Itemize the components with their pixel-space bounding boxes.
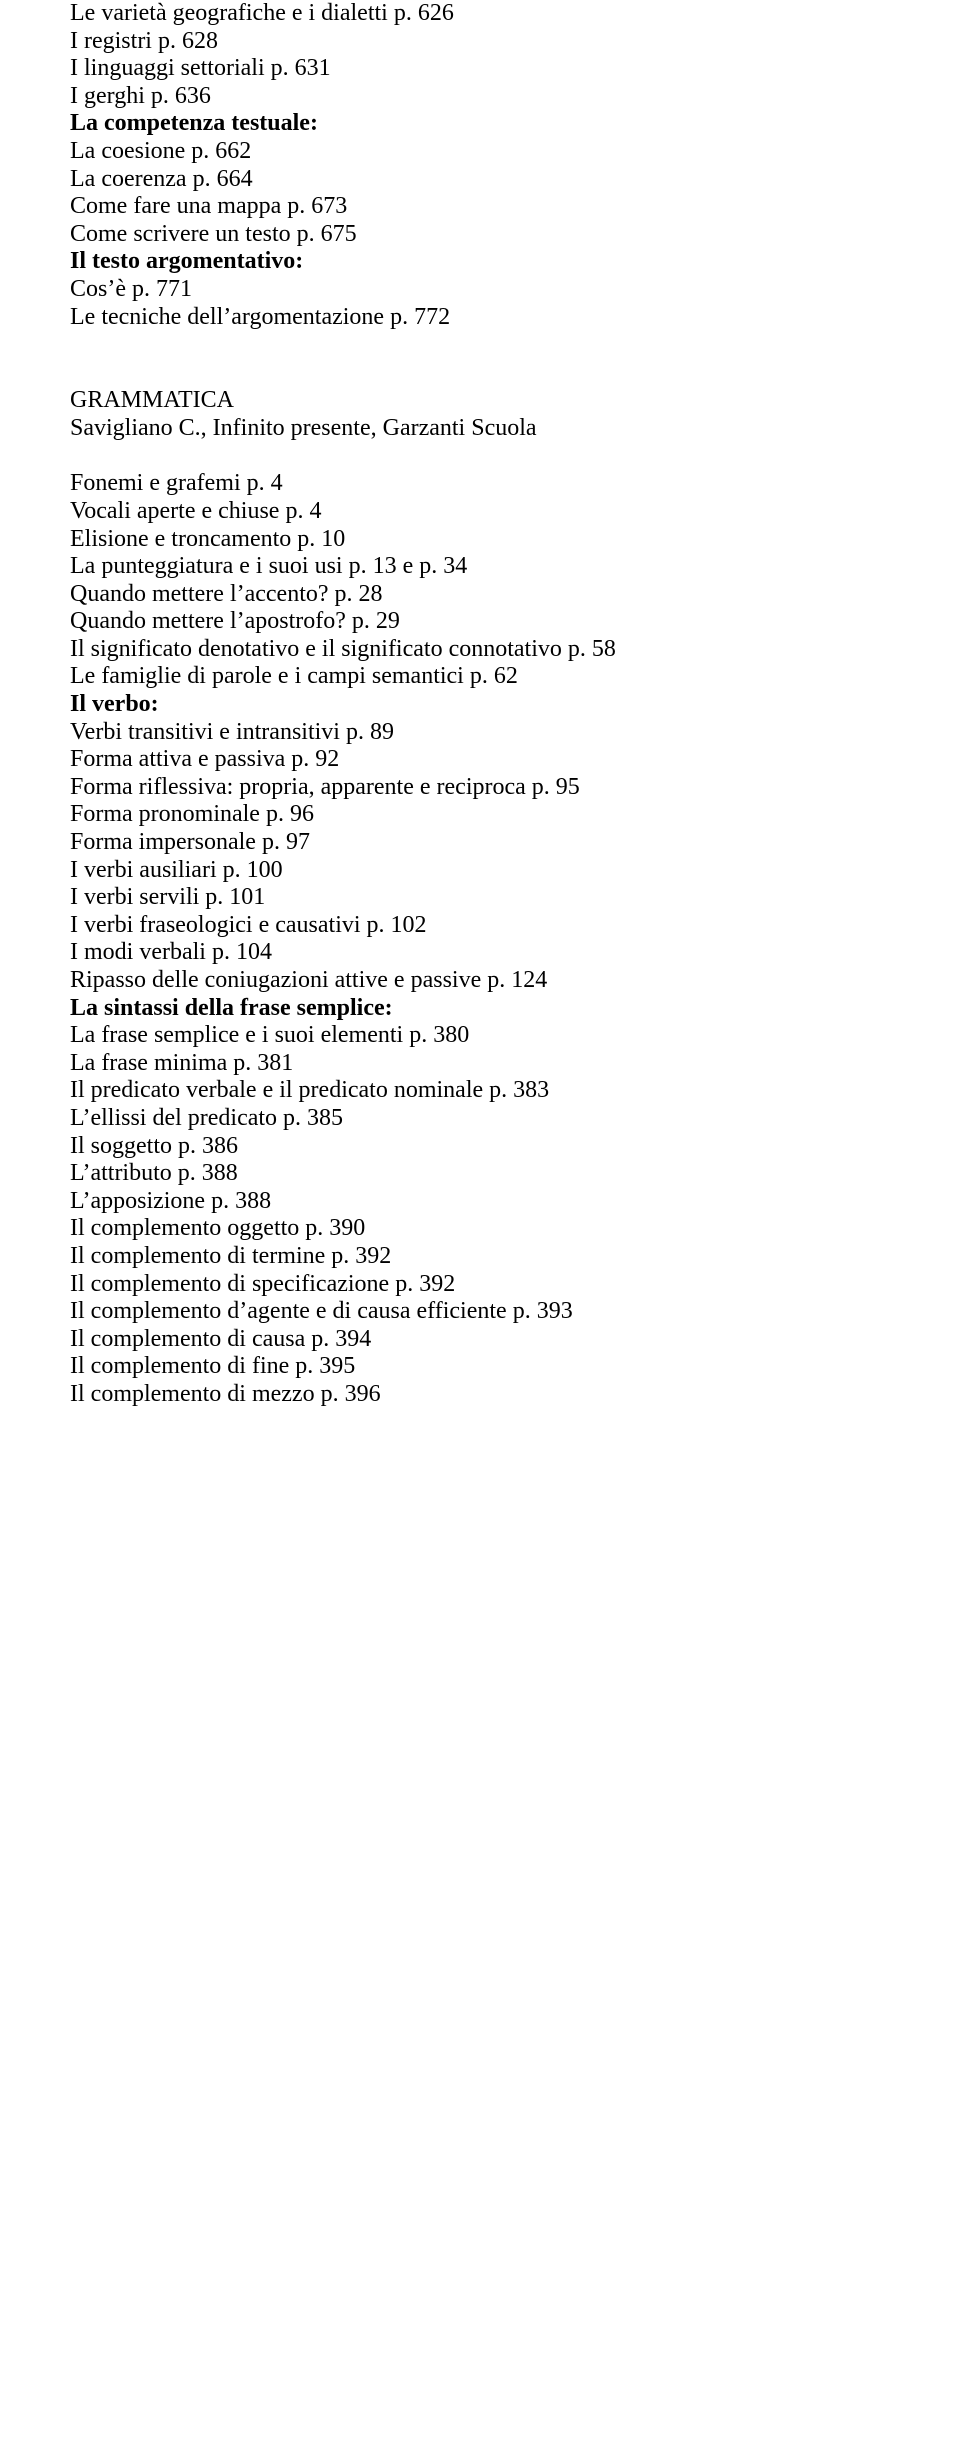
toc-line: I verbi ausiliari p. 100 xyxy=(70,857,890,885)
toc-line: Il complemento oggetto p. 390 xyxy=(70,1215,890,1243)
blank-line xyxy=(70,359,890,387)
toc-line: Il complemento d’agente e di causa effic… xyxy=(70,1298,890,1326)
toc-line: Le tecniche dell’argomentazione p. 772 xyxy=(70,304,890,332)
blank-line xyxy=(70,331,890,359)
toc-line: GRAMMATICA xyxy=(70,387,890,415)
toc-line: Quando mettere l’accento? p. 28 xyxy=(70,581,890,609)
toc-line: I verbi fraseologici e causativi p. 102 xyxy=(70,912,890,940)
toc-line: Savigliano C., Infinito presente, Garzan… xyxy=(70,415,890,443)
toc-line: Le famiglie di parole e i campi semantic… xyxy=(70,663,890,691)
toc-line: Verbi transitivi e intransitivi p. 89 xyxy=(70,719,890,747)
toc-line: Quando mettere l’apostrofo? p. 29 xyxy=(70,608,890,636)
toc-line: Elisione e troncamento p. 10 xyxy=(70,526,890,554)
toc-line: Il complemento di mezzo p. 396 xyxy=(70,1381,890,1409)
toc-line: Il predicato verbale e il predicato nomi… xyxy=(70,1077,890,1105)
toc-line: Forma pronominale p. 96 xyxy=(70,801,890,829)
toc-line: L’attributo p. 388 xyxy=(70,1160,890,1188)
toc-line: Il significato denotativo e il significa… xyxy=(70,636,890,664)
toc-line: Le varietà geografiche e i dialetti p. 6… xyxy=(70,0,890,28)
section-heading: La sintassi della frase semplice: xyxy=(70,995,890,1023)
toc-line: Vocali aperte e chiuse p. 4 xyxy=(70,498,890,526)
toc-line: Il complemento di fine p. 395 xyxy=(70,1353,890,1381)
toc-line: Forma impersonale p. 97 xyxy=(70,829,890,857)
toc-line: L’apposizione p. 388 xyxy=(70,1188,890,1216)
toc-line: Forma attiva e passiva p. 92 xyxy=(70,746,890,774)
toc-line: La frase semplice e i suoi elementi p. 3… xyxy=(70,1022,890,1050)
toc-line: La punteggiatura e i suoi usi p. 13 e p.… xyxy=(70,553,890,581)
section-heading: Il verbo: xyxy=(70,691,890,719)
toc-line: Come scrivere un testo p. 675 xyxy=(70,221,890,249)
toc-line: Il complemento di causa p. 394 xyxy=(70,1326,890,1354)
section-heading: La competenza testuale: xyxy=(70,110,890,138)
toc-line: Fonemi e grafemi p. 4 xyxy=(70,470,890,498)
toc-line: Il soggetto p. 386 xyxy=(70,1133,890,1161)
toc-line: Il complemento di termine p. 392 xyxy=(70,1243,890,1271)
toc-line: La coesione p. 662 xyxy=(70,138,890,166)
toc-line: I linguaggi settoriali p. 631 xyxy=(70,55,890,83)
toc-line: I gerghi p. 636 xyxy=(70,83,890,111)
toc-line: La frase minima p. 381 xyxy=(70,1050,890,1078)
toc-line: Il complemento di specificazione p. 392 xyxy=(70,1271,890,1299)
toc-line: Forma riflessiva: propria, apparente e r… xyxy=(70,774,890,802)
toc-line: Come fare una mappa p. 673 xyxy=(70,193,890,221)
blank-line xyxy=(70,442,890,470)
section-heading: Il testo argomentativo: xyxy=(70,248,890,276)
toc-line: La coerenza p. 664 xyxy=(70,166,890,194)
toc-line: I verbi servili p. 101 xyxy=(70,884,890,912)
toc-line: L’ellissi del predicato p. 385 xyxy=(70,1105,890,1133)
document-page: Le varietà geografiche e i dialetti p. 6… xyxy=(0,0,960,1449)
toc-line: I registri p. 628 xyxy=(70,28,890,56)
toc-line: Cos’è p. 771 xyxy=(70,276,890,304)
toc-line: I modi verbali p. 104 xyxy=(70,939,890,967)
toc-line: Ripasso delle coniugazioni attive e pass… xyxy=(70,967,890,995)
